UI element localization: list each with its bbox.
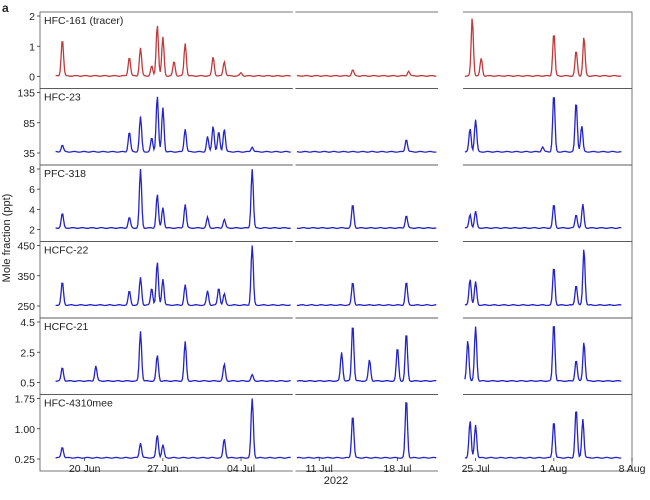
y-tick-label: 1.75 [15,394,36,406]
series-line-segment [464,249,622,307]
data-gap [438,393,463,472]
x-tick-label: 20 Jun [69,463,101,475]
x-tick-label: 04 Jul [227,463,255,475]
series-line-segment [55,331,291,383]
y-tick-label: 8 [29,164,35,176]
data-gap [292,240,296,319]
series-line-segment [296,139,437,153]
series-line-segment [296,282,437,307]
data-gap [438,87,463,166]
series-line-segment [296,327,437,382]
data-gap [438,164,463,243]
series-line-segment [464,18,622,77]
y-tick-label: 35 [23,148,35,160]
panel-4: 0.5 2.5 4.5 HCFC-21 [20,317,633,396]
y-tick-label: 450 [17,241,35,253]
y-tick-label: 250 [17,301,35,313]
series-name: PFC-318 [44,168,86,180]
y-tick-label: 4 [29,204,35,216]
data-gap [292,393,296,472]
panel-3: 250 350 450 HCFC-22 [17,240,633,319]
x-tick-label: 11 Jul [306,463,333,475]
data-gap [292,87,296,166]
panel-2: 2 4 6 8 PFC-318 [29,164,633,243]
series-line-segment [464,325,622,383]
x-axis: 20 Jun 27 Jun 04 Jul 11 Jul 18 Jul 25 Jul 1 Au… [69,458,646,475]
series-line-segment [55,96,291,153]
series-line-segment [55,398,291,459]
series-line-segment [464,97,622,153]
panel-5: 0.25 1.00 1.75 HFC-4310mee [15,393,633,472]
y-tick-label: 350 [17,271,35,283]
series-line-segment [296,401,437,459]
series-name: HFC-4310mee [44,398,113,410]
y-tick-label: 0.25 [15,454,36,466]
x-tick-label: 1 Aug [540,463,567,475]
series-line-segment [55,25,291,77]
y-tick-label: 4.5 [20,317,35,329]
x-tick-label: 8 Aug [619,463,646,475]
panel-0: 0 1 2 HFC-161 (tracer) [29,11,633,90]
x-tick-label: 27 Jun [147,463,179,475]
y-tick-label: 85 [23,118,35,130]
series-name: HFC-161 (tracer) [44,15,123,27]
y-tick-label: 0.5 [20,378,35,390]
series-name: HCFC-22 [44,245,88,257]
data-gap [438,317,463,396]
series-line-segment [464,203,622,230]
data-gap [292,11,296,90]
series-name: HCFC-21 [44,321,88,333]
panel-frame [39,88,633,166]
data-gap [292,164,296,243]
panel-frame [39,164,633,242]
series-line-segment [296,69,437,77]
y-tick-label: 0 [29,72,35,84]
panel-frame [39,317,633,395]
y-tick-label: 2 [29,11,35,23]
y-axis-label: Mole fraction (ppt) [1,194,13,283]
series-name: HFC-23 [44,92,81,104]
y-tick-label: 6 [29,184,35,196]
y-tick-label: 1 [29,41,35,53]
panel-label: a [2,1,9,15]
series-line-segment [55,168,291,230]
x-axis-label: 2022 [324,475,348,487]
panel-1: 35 85 135 HFC-23 [17,87,633,166]
panel-frame [39,394,633,472]
y-tick-label: 135 [17,88,35,100]
panel-frame [39,241,633,319]
y-tick-label: 2 [29,225,35,237]
data-gap [292,317,296,396]
series-line-segment [464,411,622,459]
x-tick-label: 25 Jul [462,463,490,475]
data-gap [438,240,463,319]
chart-panels: 0 1 2 HFC-161 (tracer) 35 85 135 HFC-23 2 4 6 8 PFC-… [15,11,633,472]
x-tick-label: 18 Jul [383,463,411,475]
y-tick-label: 1.00 [15,424,36,436]
series-line-segment [55,245,291,307]
data-gap [438,11,463,90]
panel-frame [39,11,633,89]
y-tick-label: 2.5 [20,347,35,359]
series-line-segment [296,205,437,230]
